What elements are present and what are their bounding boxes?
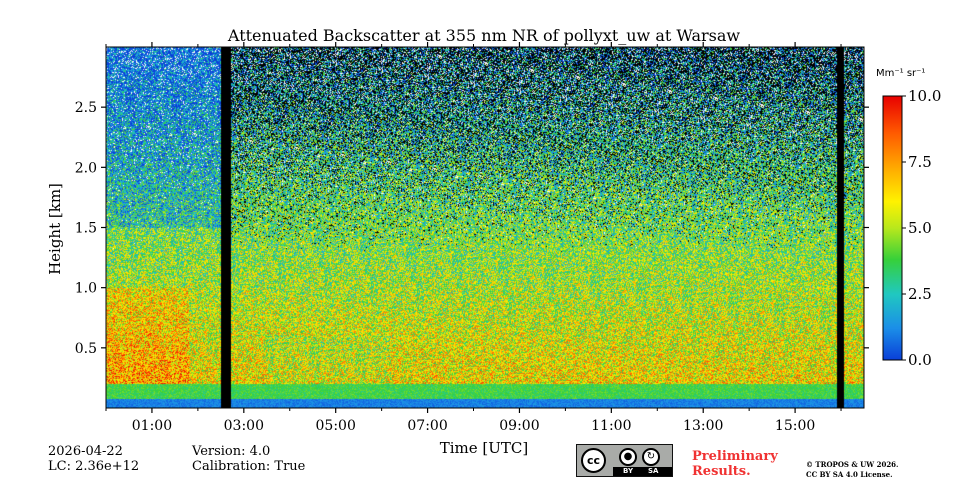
copyright-line-1: © TROPOS & UW 2026. [806,460,899,469]
calibration-label: Calibration: True [192,459,306,474]
x-tick-label: 07:00 [407,418,447,434]
copyright-note: © TROPOS & UW 2026. CC BY SA 4.0 License… [806,460,899,480]
cc-label-strip: BY SA [613,467,672,476]
x-tick-label: 11:00 [591,418,631,434]
x-tick-label: 03:00 [224,418,264,434]
chart-title: Attenuated Backscatter at 355 nm NR of p… [227,26,740,45]
y-tick-label: 2.5 [75,100,97,116]
cc-logo-icon: cc [581,448,606,473]
x-tick-label: 05:00 [316,418,356,434]
colorbar-tick-label: 10.0 [908,87,941,105]
cc-license-badge[interactable]: cc ● ↻ BY SA [576,444,673,477]
plot-area [106,47,864,408]
x-tick-label: 13:00 [683,418,723,434]
colorbar [882,95,903,361]
colorbar-tick-label: 2.5 [908,285,932,303]
preliminary-line-1: Preliminary [692,449,778,464]
cc-by-label: BY [623,467,634,475]
x-tick-label: 15:00 [775,418,815,434]
colorbar-unit-label: Mm⁻¹ sr⁻¹ [876,68,925,79]
x-axis-label: Time [UTC] [440,439,529,457]
heatmap-image [106,47,864,408]
y-axis: 0.5 1.0 1.5 2.0 2.5 [75,100,869,357]
share-alike-icon: ↻ [642,448,660,466]
preliminary-line-2: Results. [692,464,751,479]
colorbar-tick-label: 5.0 [908,219,932,237]
colorbar-tick-label: 0.0 [908,351,932,369]
x-tick-label: 01:00 [132,418,172,434]
y-tick-label: 2.0 [75,160,97,176]
x-axis: 01:00 03:00 05:00 07:00 09:00 11:00 13:00 15:00 [105,42,842,434]
person-icon: ● [619,448,637,466]
colorbar-ticks: 0.0 2.5 5.0 7.5 10.0 [902,87,941,369]
version-label: Version: 4.0 [192,444,271,459]
date-label: 2026-04-22 [48,444,123,459]
lc-label: LC: 2.36e+12 [48,459,140,474]
cc-sa-label: SA [648,467,659,475]
y-tick-label: 1.5 [75,221,97,237]
y-tick-label: 0.5 [75,341,97,357]
y-axis-label: Height [km] [46,183,64,275]
preliminary-results-note: Preliminary Results. [692,449,778,479]
colorbar-tick-label: 7.5 [908,153,932,171]
x-tick-label: 09:00 [499,418,539,434]
y-tick-label: 1.0 [75,281,97,297]
copyright-line-2: CC BY SA 4.0 License. [806,470,893,479]
